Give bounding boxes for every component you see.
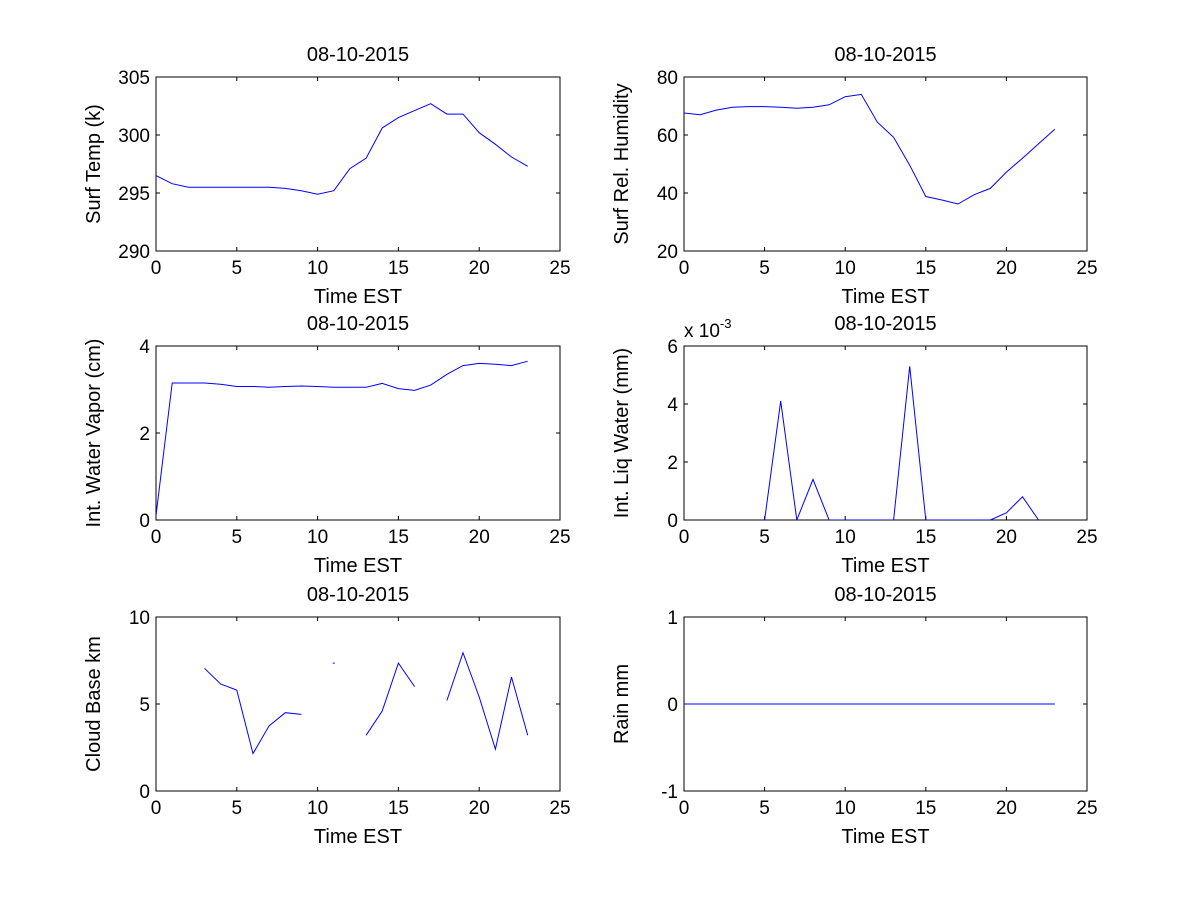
x-tick-label: 5: [759, 527, 770, 548]
y-axis-label: Rain mm: [611, 664, 633, 744]
y-tick-label: 0: [139, 511, 150, 532]
y-tick-label: -1: [661, 782, 678, 803]
x-tick-label: 15: [388, 527, 409, 548]
y-tick-label: 2: [667, 453, 678, 474]
chart-title: 08-10-2015: [307, 313, 409, 335]
y-tick-label: 80: [657, 68, 678, 89]
y-tick-label: 4: [667, 395, 678, 416]
series-line: [446, 651, 529, 752]
chart-title: 08-10-2015: [307, 44, 409, 66]
x-tick-label: 0: [151, 258, 162, 279]
subplot-4: 0 5 10 15 20 25 0 2 4 6 08-10-2015 Time EST Int. Liq…: [611, 313, 1098, 577]
x-tick-label: 15: [915, 527, 936, 548]
chart-title: 08-10-2015: [834, 313, 936, 335]
y-tick-label: 300: [118, 126, 150, 147]
x-tick-label: 20: [996, 798, 1017, 819]
x-tick-label: 5: [232, 527, 243, 548]
y-tick-label: 2: [139, 424, 150, 445]
x-axis-label: Time EST: [841, 826, 929, 848]
x-tick-label: 0: [151, 798, 162, 819]
axis-exponent: x 10-3: [684, 316, 731, 342]
y-axis-label: Int. Liq Water (mm): [611, 348, 633, 518]
y-tick-label: 5: [139, 695, 150, 716]
series-line: [365, 661, 416, 736]
x-tick-label: 0: [679, 527, 690, 548]
x-tick-label: 10: [307, 798, 328, 819]
y-axis-label: Surf Rel. Humidity: [611, 83, 633, 244]
x-tick-label: 25: [1076, 258, 1097, 279]
y-axis-label: Cloud Base km: [83, 636, 105, 772]
subplot-1: 0 5 10 15 20 25 290 295 300 305 08-10-2015 Time EST…: [83, 44, 571, 308]
x-tick-label: 5: [759, 258, 770, 279]
x-tick-label: 5: [232, 798, 243, 819]
y-tick-label: 0: [667, 695, 678, 716]
y-tick-label: 20: [657, 242, 678, 263]
x-tick-label: 20: [469, 527, 490, 548]
x-tick-label: 15: [388, 798, 409, 819]
subplot-2: 0 5 10 15 20 25 20 40 60 80 08-10-2015 Time EST Surf…: [611, 44, 1098, 308]
x-tick-label: 15: [915, 798, 936, 819]
x-tick-label: 25: [549, 798, 570, 819]
y-tick-label: 305: [118, 68, 150, 89]
axes-frame: [155, 76, 561, 252]
x-tick-label: 20: [996, 527, 1017, 548]
x-tick-label: 10: [835, 798, 856, 819]
x-axis-label: Time EST: [841, 286, 929, 308]
x-tick-label: 15: [388, 258, 409, 279]
subplot-3: 0 5 10 15 20 25 0 2 4 08-10-2015 Time EST Int. Wate…: [83, 313, 571, 577]
axis-exponent-power: -3: [720, 316, 732, 331]
x-tick-label: 10: [307, 527, 328, 548]
x-tick-label: 10: [835, 527, 856, 548]
x-axis-label: Time EST: [314, 555, 402, 577]
x-tick-label: 0: [679, 258, 690, 279]
y-tick-label: 60: [657, 126, 678, 147]
x-tick-label: 20: [996, 258, 1017, 279]
y-tick-label: 40: [657, 184, 678, 205]
x-tick-label: 10: [835, 258, 856, 279]
series-line: [156, 103, 528, 195]
chart-title: 08-10-2015: [307, 584, 409, 606]
y-tick-label: 295: [118, 184, 150, 205]
x-axis-label: Time EST: [841, 555, 929, 577]
x-axis-label: Time EST: [314, 286, 402, 308]
y-tick-label: 0: [139, 782, 150, 803]
series-line: [764, 366, 1040, 520]
x-tick-label: 15: [915, 258, 936, 279]
chart-title: 08-10-2015: [834, 44, 936, 66]
x-tick-label: 25: [549, 527, 570, 548]
y-tick-label: 4: [139, 337, 150, 358]
y-axis-label: Surf Temp (k): [83, 104, 105, 224]
x-tick-label: 5: [232, 258, 243, 279]
y-tick-label: 10: [129, 608, 150, 629]
chart-title: 08-10-2015: [834, 584, 936, 606]
x-tick-label: 25: [549, 258, 570, 279]
series-line: [684, 93, 1056, 205]
x-tick-label: 25: [1076, 527, 1097, 548]
x-tick-label: 0: [679, 798, 690, 819]
y-tick-label: 0: [667, 511, 678, 532]
series-line: [156, 360, 528, 516]
x-tick-label: 20: [469, 798, 490, 819]
x-tick-label: 25: [1076, 798, 1097, 819]
x-tick-label: 10: [307, 258, 328, 279]
x-axis-label: Time EST: [314, 826, 402, 848]
x-tick-label: 0: [151, 527, 162, 548]
axes-frame: [683, 76, 1088, 252]
y-tick-label: 290: [118, 242, 150, 263]
y-tick-label: 1: [667, 608, 678, 629]
x-tick-label: 5: [759, 798, 770, 819]
x-tick-label: 20: [469, 258, 490, 279]
y-tick-label: 6: [667, 337, 678, 358]
axis-exponent-base: x 10: [684, 321, 720, 342]
series-line: [204, 667, 302, 755]
y-axis-label: Int. Water Vapor (cm): [83, 339, 105, 528]
subplot-5: 0 5 10 15 20 25 0 5 10 08-10-2015 Time EST Cloud Ba…: [83, 584, 571, 848]
